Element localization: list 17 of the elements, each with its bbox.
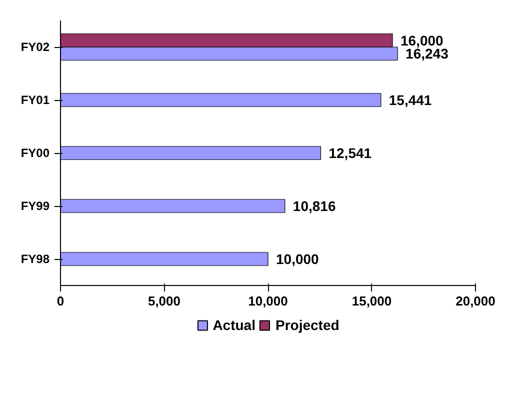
x-tick-label: 0 <box>56 294 64 308</box>
data-label: 15,441 <box>388 92 432 108</box>
x-tick-label: 5,000 <box>148 294 181 308</box>
y-tick-label: FY02 <box>20 40 50 54</box>
x-tick-label: 10,000 <box>248 294 288 308</box>
data-label: 16,000 <box>400 32 444 48</box>
y-tick-label: FY99 <box>20 199 50 213</box>
legend-label: Actual <box>212 317 256 333</box>
data-label: 10,816 <box>292 198 336 214</box>
x-tick-label: 20,000 <box>456 294 496 308</box>
data-label: 10,000 <box>276 251 320 267</box>
x-tick-label: 15,000 <box>352 294 392 308</box>
legend-label: Projected <box>275 317 340 333</box>
data-label: 12,541 <box>328 145 372 161</box>
y-tick-label: FY98 <box>20 252 50 266</box>
y-tick-label: FY00 <box>20 146 50 160</box>
y-tick-label: FY01 <box>20 93 50 107</box>
